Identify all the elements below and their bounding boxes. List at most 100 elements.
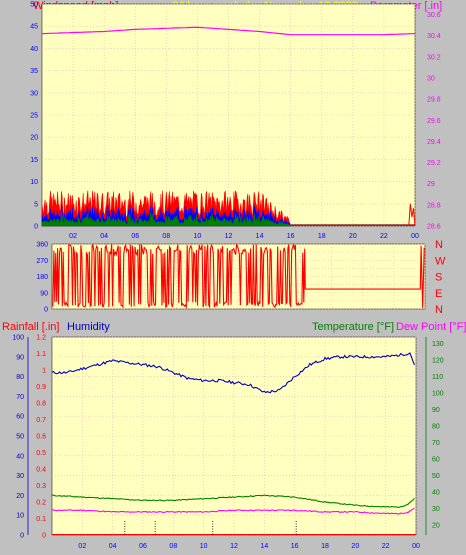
barometer-tick: 28.6 (427, 224, 441, 231)
x-tick: 16 (291, 543, 299, 550)
temperature-tick: 20 (432, 523, 440, 530)
rainfall-tick: 1 (42, 368, 46, 375)
x-tick: 22 (382, 543, 390, 550)
x-tick: 06 (131, 233, 139, 240)
humidity-series (51, 352, 416, 394)
direction-tick: 360 (36, 242, 48, 249)
rainfall-tick: 0.8 (36, 401, 46, 408)
temperature-tick: 60 (432, 457, 440, 464)
dew-point-series (51, 507, 415, 515)
temperature-tick: 40 (432, 490, 440, 497)
windspeed-tick: 10 (30, 179, 38, 186)
x-tick: 14 (256, 233, 264, 240)
wind-late-gust (408, 203, 416, 227)
wind-direction-series (52, 243, 425, 309)
x-tick: 22 (380, 233, 388, 240)
temperature-tick: 120 (432, 358, 444, 365)
dew-point-label: Dew Point [°F] (396, 321, 466, 333)
windspeed-tick: 15 (30, 157, 38, 164)
humidity-tick: 0 (20, 533, 24, 540)
windspeed-tick: 45 (30, 24, 38, 31)
x-tick: 00 (411, 233, 419, 240)
compass-tick: E (435, 288, 442, 300)
x-tick: 08 (162, 233, 170, 240)
barometer-tick: 30 (427, 76, 435, 83)
temperature-tick: 100 (432, 391, 444, 398)
temperature-tick: 90 (432, 407, 440, 414)
compass-tick: W (435, 255, 446, 267)
direction-tick: 270 (36, 258, 48, 265)
temperature-series (51, 494, 415, 508)
temperature-tick: 50 (432, 473, 440, 480)
compass-tick: N (435, 239, 443, 251)
humidity-tick: 80 (16, 374, 24, 381)
barometer-tick: 29.6 (427, 118, 441, 125)
rainfall-tick: 1.2 (36, 335, 46, 342)
humidity-tick: 40 (16, 453, 24, 460)
rainfall-tick: 0.7 (36, 417, 46, 424)
temperature-tick: 70 (432, 440, 440, 447)
barometer-tick: 29.4 (427, 139, 441, 146)
temperature-tick: 80 (432, 424, 440, 431)
humidity-tick: 100 (12, 335, 24, 342)
rainfall-tick: 0 (42, 533, 46, 540)
direction-tick: 180 (36, 274, 48, 281)
rainfall-tick: 1.1 (36, 351, 46, 358)
barometer-tick: 29.2 (427, 160, 441, 167)
rainfall-tick: 0.3 (36, 483, 46, 490)
rainfall-tick: 0.2 (36, 500, 46, 507)
compass-tick: N (435, 304, 443, 316)
windspeed-tick: 40 (30, 46, 38, 53)
windspeed-tick: 50 (30, 2, 38, 9)
direction-tick: 90 (40, 290, 48, 297)
x-tick: 20 (349, 233, 357, 240)
x-tick: 14 (260, 543, 268, 550)
humidity-tick: 30 (16, 473, 24, 480)
direction-tick: 0 (44, 307, 48, 314)
temperature-tick: 30 (432, 506, 440, 513)
x-tick: 00 (412, 543, 420, 550)
x-tick: 16 (287, 233, 295, 240)
x-tick: 18 (321, 543, 329, 550)
x-tick: 04 (100, 233, 108, 240)
x-tick: 02 (78, 543, 86, 550)
x-tick: 08 (169, 543, 177, 550)
barometer-tick: 29 (427, 181, 435, 188)
temperature-tick: 130 (432, 341, 444, 348)
rainfall-tick: 0.4 (36, 467, 46, 474)
windspeed-tick: 5 (34, 201, 38, 208)
barometer-tick: 30.2 (427, 54, 441, 61)
x-tick: 04 (109, 543, 117, 550)
x-tick: 02 (69, 233, 77, 240)
barometer-series (41, 26, 416, 36)
rainfall-tick: 0.9 (36, 384, 46, 391)
x-tick: 10 (200, 543, 208, 550)
barometer-tick: 29.8 (427, 97, 441, 104)
barometer-tick: 30.4 (427, 33, 441, 40)
wind-barometer-panel: 0 5 10 15 20 25 30 35 40 45 50 28.6 28.8 29 29.2 29.4 2… (30, 2, 441, 241)
barometer-tick: 28.8 (427, 202, 441, 209)
temperature-tick: 110 (432, 374, 443, 381)
x-tick: 12 (225, 233, 233, 240)
humidity-tick: 10 (16, 513, 24, 520)
humidity-label: Humidity (67, 321, 110, 333)
rainfall-tick: 0.6 (36, 434, 46, 441)
humidity-tick: 90 (16, 354, 24, 361)
rainfall-label: Rainfall [.in] (2, 321, 59, 333)
rainfall-tick: 0.1 (36, 516, 46, 523)
x-tick: 12 (230, 543, 238, 550)
wind-low-series (41, 211, 292, 227)
x-tick: 18 (318, 233, 326, 240)
rainfall-tick: 0.5 (36, 450, 46, 457)
humidity-tick: 60 (16, 414, 24, 421)
x-tick: 20 (351, 543, 359, 550)
temperature-label: Temperature [°F] (312, 321, 394, 333)
x-tick: 10 (194, 233, 202, 240)
humidity-tick: 50 (16, 434, 24, 441)
humidity-tick: 20 (16, 493, 24, 500)
compass-tick: S (435, 272, 442, 284)
windspeed-tick: 30 (30, 90, 38, 97)
wind-average-series (41, 204, 292, 227)
